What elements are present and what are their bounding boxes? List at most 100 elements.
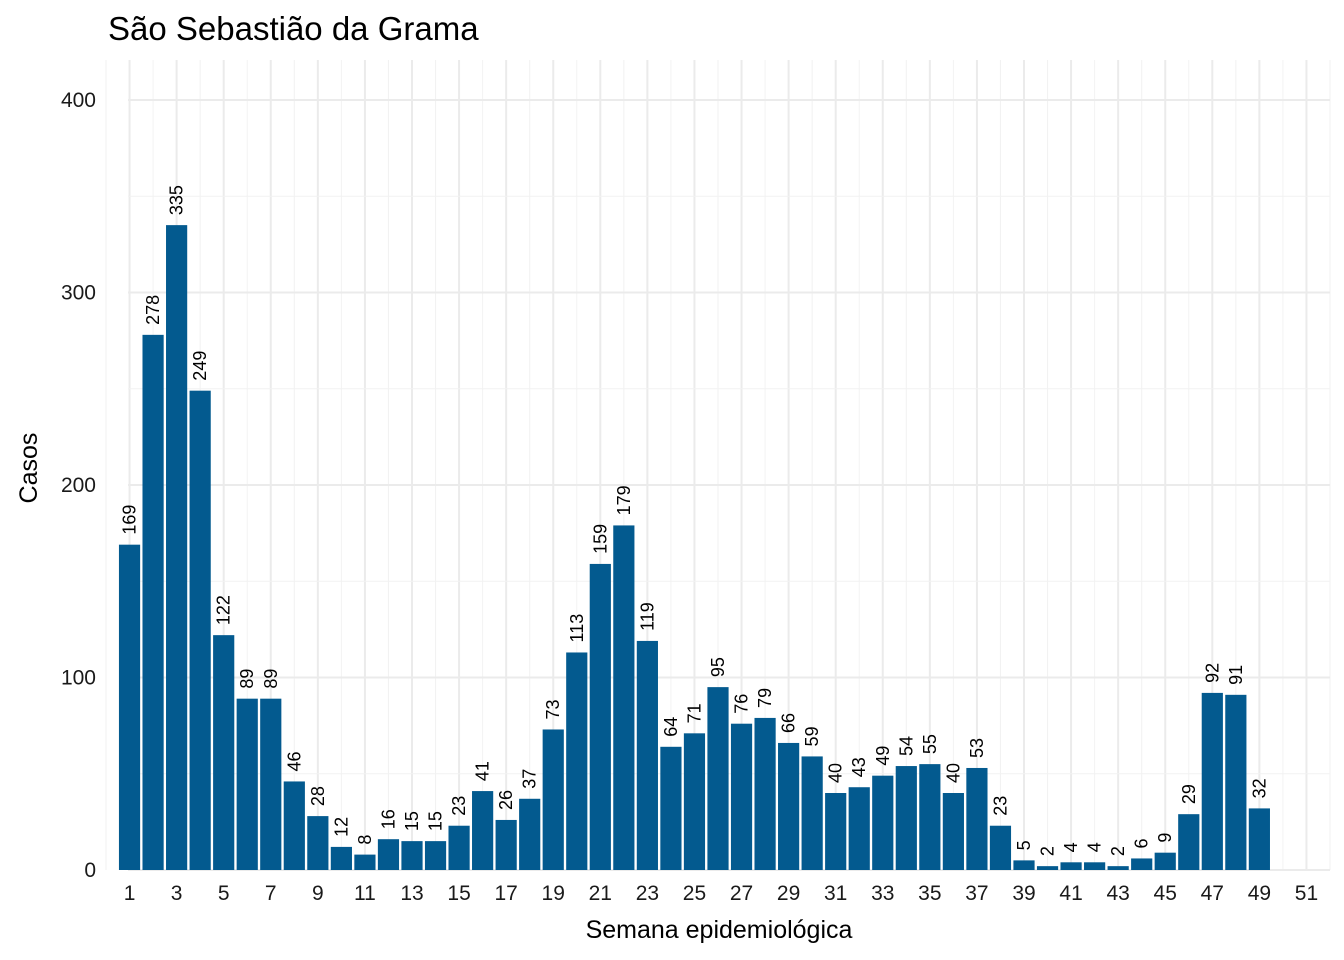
x-tick-label: 43 xyxy=(1106,882,1129,905)
x-tick-label: 39 xyxy=(1012,882,1035,905)
bar xyxy=(354,854,376,870)
x-tick-label: 5 xyxy=(218,882,230,905)
bar-value-label: 169 xyxy=(120,505,140,535)
bar xyxy=(213,635,235,870)
bar-value-label: 43 xyxy=(849,757,869,777)
x-tick-label: 41 xyxy=(1059,882,1082,905)
bar xyxy=(189,390,211,870)
bar xyxy=(472,791,494,870)
bar xyxy=(118,544,141,870)
bar-value-label: 79 xyxy=(755,688,775,708)
x-tick-label: 35 xyxy=(918,882,941,905)
bar-value-label: 5 xyxy=(1014,840,1034,850)
bar-value-label: 71 xyxy=(684,703,704,723)
bar xyxy=(825,793,847,870)
bar-value-label: 49 xyxy=(873,746,893,766)
bar xyxy=(778,742,800,870)
bar xyxy=(1154,852,1176,870)
bar-value-label: 122 xyxy=(214,595,234,625)
bar xyxy=(589,563,611,870)
x-tick-label: 25 xyxy=(683,882,706,905)
bar xyxy=(730,723,753,870)
bar-value-label: 6 xyxy=(1132,838,1152,848)
bar-value-label: 2 xyxy=(1038,846,1058,856)
y-tick-label: 100 xyxy=(61,667,96,690)
bar xyxy=(660,746,682,870)
bar xyxy=(613,525,635,870)
x-tick-label: 33 xyxy=(871,882,894,905)
bar-value-label: 89 xyxy=(261,669,281,689)
bar xyxy=(801,756,823,870)
bar-value-label: 28 xyxy=(308,786,328,806)
y-tick-label: 400 xyxy=(61,89,96,112)
bar xyxy=(401,841,423,870)
bars xyxy=(118,225,1270,871)
y-axis-ticks: 0 100 200 300 400 xyxy=(61,89,96,882)
bar-value-label: 4 xyxy=(1085,842,1105,852)
x-tick-label: 31 xyxy=(824,882,847,905)
x-tick-label: 3 xyxy=(171,882,183,905)
x-axis-title: Semana epidemiológica xyxy=(586,916,853,944)
bar xyxy=(283,781,305,870)
bar xyxy=(754,717,776,870)
bar xyxy=(330,846,352,870)
chart-title: São Sebastião da Grama xyxy=(108,10,479,47)
bar xyxy=(542,729,564,870)
x-tick-label: 51 xyxy=(1295,882,1318,905)
bar-value-label: 92 xyxy=(1202,663,1222,683)
bar xyxy=(1201,692,1223,870)
bar-value-label: 73 xyxy=(543,699,563,719)
bar-value-label: 15 xyxy=(402,811,422,831)
bar xyxy=(519,798,541,870)
bar-value-label: 8 xyxy=(355,835,375,845)
bar-value-label: 76 xyxy=(732,694,752,714)
bar-value-label: 37 xyxy=(520,769,540,789)
x-tick-label: 15 xyxy=(447,882,470,905)
bar-value-label: 95 xyxy=(708,657,728,677)
bar xyxy=(142,334,164,871)
y-tick-label: 0 xyxy=(84,859,96,882)
bar xyxy=(989,825,1012,870)
x-axis-ticks: 1 3 5 7 9 11 13 15 17 19 21 23 25 27 29 31 33 35 37 39 41 43 4… xyxy=(124,882,1318,905)
bar-value-label: 26 xyxy=(496,790,516,810)
bar-value-label: 40 xyxy=(943,763,963,783)
bar xyxy=(1084,862,1106,870)
bar xyxy=(236,698,258,870)
bar-value-label: 40 xyxy=(826,763,846,783)
bar-value-label: 16 xyxy=(378,809,398,829)
bar-value-label: 54 xyxy=(896,736,916,756)
x-tick-label: 1 xyxy=(124,882,136,905)
bar xyxy=(260,698,282,870)
x-tick-label: 49 xyxy=(1248,882,1271,905)
bar-value-label: 119 xyxy=(637,602,657,631)
bar xyxy=(707,687,729,870)
bar xyxy=(966,767,988,870)
bar-value-label: 179 xyxy=(614,485,634,515)
bar-value-label: 55 xyxy=(920,734,940,754)
bar xyxy=(448,825,470,870)
x-tick-label: 21 xyxy=(589,882,612,905)
bar-value-label: 91 xyxy=(1226,665,1246,685)
y-tick-label: 300 xyxy=(61,282,96,305)
bar-value-label: 59 xyxy=(802,726,822,746)
bar xyxy=(495,819,517,870)
bar xyxy=(942,793,964,870)
x-tick-label: 29 xyxy=(777,882,800,905)
bar-value-label: 335 xyxy=(167,185,187,215)
bar xyxy=(872,775,894,870)
bar-value-label: 159 xyxy=(590,524,610,554)
x-tick-label: 19 xyxy=(542,882,565,905)
bar xyxy=(919,764,941,870)
bar-value-label: 15 xyxy=(426,811,446,831)
bar xyxy=(1107,866,1129,870)
bar xyxy=(636,640,658,870)
bar-value-label: 23 xyxy=(449,796,469,816)
bar xyxy=(1036,866,1059,870)
bar-value-label: 41 xyxy=(473,761,493,781)
bar xyxy=(1225,694,1247,870)
bar xyxy=(1131,858,1153,870)
bar-value-label: 4 xyxy=(1061,842,1081,852)
bar-value-label: 249 xyxy=(190,351,210,381)
